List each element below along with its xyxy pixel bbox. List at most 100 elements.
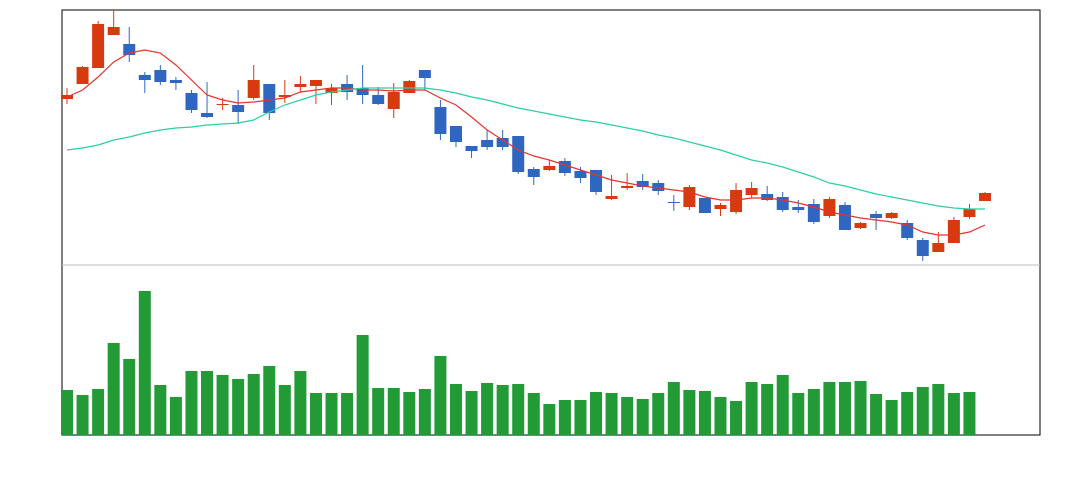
volume-bar <box>496 385 509 435</box>
volume-bar <box>418 389 431 435</box>
volume-bar <box>761 384 774 435</box>
volume-bar <box>543 404 556 435</box>
candle-body <box>823 199 836 216</box>
candle-body <box>496 138 509 147</box>
volume-bar <box>636 399 649 435</box>
candle-body <box>512 136 525 172</box>
candle-body <box>761 194 774 200</box>
candle-body <box>621 186 634 188</box>
candle-body <box>854 223 867 228</box>
moving-average-line <box>66 49 986 236</box>
candle-body <box>356 88 369 95</box>
volume-bar <box>714 397 727 435</box>
volume-bar <box>885 400 898 435</box>
candle-body <box>558 161 571 173</box>
candle-body <box>387 92 400 109</box>
candle-body <box>838 205 851 230</box>
volume-bar <box>138 291 151 435</box>
volume-bar <box>730 401 743 435</box>
volume-bar <box>745 382 758 435</box>
candle-body <box>185 93 198 110</box>
candle-body <box>434 107 447 134</box>
volume-bar <box>901 392 914 435</box>
volume-bar <box>652 393 665 435</box>
volume-bar <box>247 374 260 435</box>
candle-body <box>636 181 649 187</box>
volume-bar <box>263 366 276 435</box>
volume-bar <box>527 393 540 435</box>
candle-body <box>309 80 322 86</box>
candle-body <box>263 84 276 113</box>
volume-bar <box>683 390 696 435</box>
volume-bar <box>356 335 369 435</box>
volume-bar <box>325 393 338 435</box>
candle-body <box>714 205 727 209</box>
candle-body <box>201 113 214 117</box>
candle-body <box>885 213 898 218</box>
candle-body <box>278 95 291 97</box>
volume-bar <box>870 394 883 435</box>
candle-body <box>730 190 743 212</box>
candle-body <box>154 70 167 82</box>
candle-body <box>979 193 991 201</box>
volume-bar <box>61 390 73 435</box>
volume-bar <box>963 392 976 435</box>
candle-body <box>698 198 711 213</box>
volume-bar <box>76 395 89 435</box>
candle-body <box>107 27 120 35</box>
candle-body <box>481 140 494 147</box>
volume-bar <box>792 393 805 435</box>
candle-body <box>792 207 805 210</box>
candle-body <box>543 166 556 170</box>
candle-body <box>123 44 136 55</box>
candle-body <box>947 220 960 243</box>
volume-bar <box>590 392 603 435</box>
volume-bar <box>916 387 929 435</box>
volume-bar <box>309 393 322 435</box>
candle-body <box>76 67 89 84</box>
volume-bar <box>341 393 354 435</box>
candle-body <box>652 183 665 191</box>
candle-body <box>527 169 540 177</box>
volume-bar <box>574 400 587 435</box>
candle-body <box>418 70 431 78</box>
volume-bar <box>621 397 634 435</box>
candle-body <box>683 187 696 207</box>
volume-bar <box>465 391 478 435</box>
volume-bar <box>512 384 525 435</box>
candle-body <box>138 75 151 80</box>
volume-bar <box>932 384 945 435</box>
candle-body <box>232 105 245 112</box>
volume-bar <box>838 382 851 435</box>
candle-body <box>465 146 478 151</box>
candle-body <box>247 80 260 98</box>
candle-body <box>325 88 338 93</box>
volume-bar <box>698 391 711 435</box>
volume-bar <box>823 382 836 435</box>
volume-bar <box>169 397 182 435</box>
volume-bar <box>947 393 960 435</box>
candle-body <box>92 24 105 68</box>
candle-body <box>294 84 307 87</box>
volume-bar <box>449 384 462 435</box>
candle-body <box>403 81 416 93</box>
candle-body <box>932 243 945 252</box>
volume-bar <box>558 400 571 435</box>
candle-body <box>372 95 385 104</box>
volume-bar <box>107 343 120 435</box>
candle-body <box>449 126 462 142</box>
volume-bar <box>605 393 618 435</box>
volume-bar <box>667 382 680 435</box>
volume-bar <box>232 379 245 435</box>
candle-body <box>745 188 758 195</box>
volume-bar <box>216 375 229 435</box>
volume-bar <box>185 371 198 435</box>
candle-body <box>916 240 929 256</box>
candle-body <box>605 196 618 199</box>
candle-body <box>574 171 587 178</box>
volume-bar <box>278 385 291 435</box>
volume-bar <box>776 375 789 435</box>
volume-bar <box>372 388 385 435</box>
volume-bar <box>434 356 447 435</box>
